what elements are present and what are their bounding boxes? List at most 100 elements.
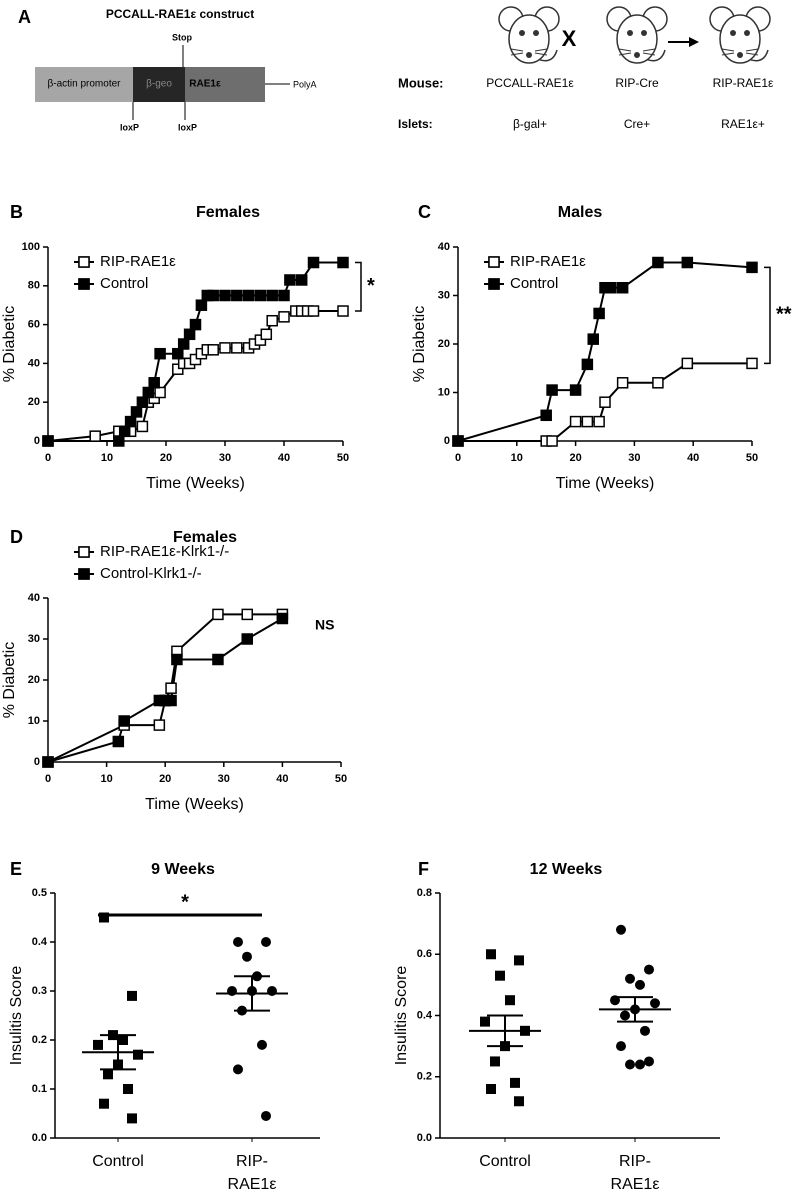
significance: * [367, 275, 375, 297]
data-point [514, 1096, 524, 1107]
y-tick-label: 0.2 [32, 1034, 47, 1046]
y-tick-label: 80 [28, 280, 40, 292]
data-point [625, 1059, 635, 1070]
data-point [133, 1049, 143, 1060]
significance: NS [315, 617, 334, 633]
significance: * [181, 891, 189, 913]
panel-letter: C [418, 202, 431, 222]
mouse-icon [606, 6, 668, 64]
chart-title: Females [196, 204, 260, 221]
polya: PolyA [293, 79, 317, 89]
y-axis-label: Insulitis Score [393, 966, 410, 1066]
data-point [136, 396, 149, 408]
data-point [123, 1084, 133, 1094]
legend-label: Control [100, 275, 148, 292]
chart-title: Females [173, 529, 237, 546]
y-tick-label: 0.3 [32, 985, 47, 997]
data-point [212, 653, 224, 666]
y-axis-label: % Diabetic [1, 306, 18, 382]
chart-title: Males [558, 204, 603, 221]
y-tick-label: 10 [438, 386, 450, 398]
data-point [118, 1035, 128, 1045]
islet-type: RAE1ε+ [721, 117, 765, 131]
y-tick-label: 0.0 [32, 1132, 47, 1144]
data-point [480, 1016, 490, 1027]
data-point [93, 1039, 103, 1050]
data-point [581, 415, 594, 428]
significance: ** [776, 304, 792, 326]
x-tick-label: Control [92, 1153, 144, 1170]
significance-bracket [764, 266, 771, 365]
x-tick-label: 50 [335, 773, 347, 785]
y-tick-label: 30 [438, 289, 450, 301]
data-point [207, 344, 219, 356]
data-point [276, 612, 289, 625]
legend-label: RIP-RAE1ε-Klrk1-/- [100, 543, 229, 560]
data-point [514, 955, 524, 966]
legend-label: Control-Klrk1-/- [100, 565, 202, 582]
data-point [227, 986, 237, 996]
data-point [581, 358, 594, 371]
data-point [261, 1110, 271, 1121]
data-point [130, 406, 143, 418]
data-point [241, 608, 253, 621]
data-point [652, 256, 664, 269]
segment [133, 67, 185, 102]
data-point [148, 392, 160, 405]
x-tick-label: 30 [628, 452, 640, 464]
data-point [171, 653, 183, 666]
data-point [616, 377, 629, 389]
y-tick-label: 10 [28, 715, 40, 727]
y-tick-label: 40 [28, 592, 40, 604]
data-point [154, 347, 166, 360]
data-point [337, 305, 349, 317]
series-line [47, 310, 343, 442]
data-point [746, 261, 758, 274]
x-axis-label: Time (Weeks) [145, 796, 244, 813]
x-tick-label: 10 [101, 452, 113, 464]
y-tick-label: 0.4 [417, 1009, 433, 1021]
data-point [266, 289, 278, 302]
x-tick-label: 10 [100, 773, 112, 785]
data-point [616, 924, 626, 935]
x-tick-label: 30 [218, 773, 230, 785]
y-axis-label: % Diabetic [411, 306, 428, 382]
panel-letter: B [10, 202, 23, 222]
data-point [233, 1064, 243, 1075]
data-point [142, 386, 155, 399]
data-point [266, 314, 278, 327]
data-point [546, 435, 558, 447]
chart-title: 12 Weeks [530, 861, 603, 878]
mouse-name: RIP-RAE1ε [713, 76, 774, 90]
data-point [486, 1084, 496, 1094]
data-point [569, 384, 582, 396]
islet-type: Cre+ [624, 117, 650, 131]
y-tick-label: 0.8 [417, 887, 432, 899]
segment-label: β-actin promoter [48, 79, 122, 90]
y-axis-label: Insulitis Score [8, 966, 25, 1066]
x-tick-label: RIP- [236, 1153, 268, 1170]
data-point [625, 973, 635, 984]
data-point [219, 289, 231, 302]
legend-label: Control [510, 275, 558, 292]
data-point [127, 990, 137, 1001]
data-point [183, 328, 196, 341]
panel-letter: F [418, 859, 429, 879]
data-point [165, 694, 177, 707]
x-tick-label: 20 [159, 773, 171, 785]
data-point [681, 357, 694, 370]
mouse-icon [498, 6, 560, 64]
y-tick-label: 0 [34, 756, 40, 768]
data-point [278, 311, 290, 323]
y-tick-label: 60 [28, 319, 40, 331]
chart-title: 9 Weeks [151, 861, 215, 878]
y-tick-label: 20 [28, 396, 40, 408]
x-tick-label: 40 [278, 452, 290, 464]
data-point [616, 281, 629, 294]
data-point [165, 682, 177, 694]
data-point [118, 715, 130, 727]
data-point [650, 998, 660, 1009]
data-point [307, 305, 320, 317]
data-point [593, 415, 605, 428]
data-point [42, 435, 54, 447]
